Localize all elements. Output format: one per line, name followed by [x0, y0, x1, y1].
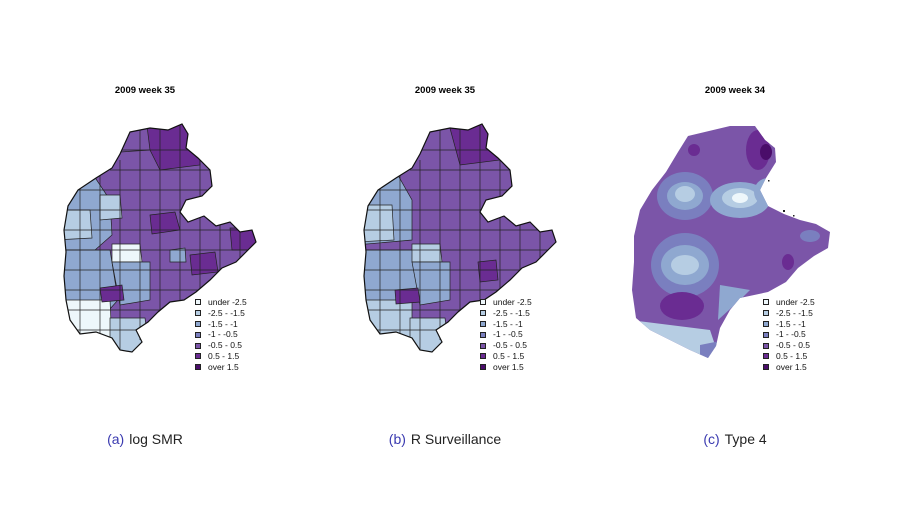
- legend-item: under -2.5: [480, 297, 532, 308]
- legend-item: -0.5 - 0.5: [480, 340, 532, 351]
- panel-title: 2009 week 35: [414, 85, 476, 96]
- legend-item: -2.5 - -1.5: [763, 308, 815, 319]
- legend-swatch: [195, 353, 201, 360]
- caption: (b) R Surveillance: [300, 431, 590, 447]
- legend-item: -1 - -0.5: [763, 329, 815, 340]
- legend-swatch: [763, 310, 769, 317]
- legend-swatch: [480, 299, 486, 306]
- legend-swatch: [480, 331, 486, 338]
- legend-item: under -2.5: [195, 297, 247, 308]
- legend-swatch: [480, 310, 486, 317]
- legend-swatch: [763, 320, 769, 327]
- caption-tag: (a): [107, 431, 125, 447]
- caption-text: R Surveillance: [410, 431, 502, 447]
- legend: under -2.5 -2.5 - -1.5 -1.5 - -1 -1 - -0…: [480, 297, 532, 373]
- caption: (a) log SMR: [0, 431, 290, 447]
- panel-r-surveillance: 2009 week 35 under -2.5 -2.5 - -1.5 -1.5…: [300, 0, 590, 507]
- legend-item: -2.5 - -1.5: [195, 308, 247, 319]
- legend-item: -0.5 - 0.5: [763, 340, 815, 351]
- panel-title: 2009 week 35: [114, 85, 176, 96]
- legend-swatch: [195, 364, 201, 371]
- legend-swatch: [763, 331, 769, 338]
- legend-item: over 1.5: [480, 362, 532, 373]
- legend-item: 0.5 - 1.5: [763, 351, 815, 362]
- legend-swatch: [763, 299, 769, 306]
- legend: under -2.5 -2.5 - -1.5 -1.5 - -1 -1 - -0…: [763, 297, 815, 373]
- caption-text: log SMR: [129, 431, 183, 447]
- legend-swatch: [763, 353, 769, 360]
- legend-swatch: [195, 320, 201, 327]
- legend-item: -0.5 - 0.5: [195, 340, 247, 351]
- legend-swatch: [480, 342, 486, 349]
- legend-item: under -2.5: [763, 297, 815, 308]
- caption-tag: (c): [703, 431, 720, 447]
- legend-swatch: [195, 342, 201, 349]
- legend-swatch: [195, 310, 201, 317]
- panel-title: 2009 week 34: [704, 85, 766, 96]
- legend-item: over 1.5: [763, 362, 815, 373]
- caption: (c) Type 4: [590, 431, 880, 447]
- legend: under -2.5 -2.5 - -1.5 -1.5 - -1 -1 - -0…: [195, 297, 247, 373]
- legend-item: -2.5 - -1.5: [480, 308, 532, 319]
- panel-log-smr: 2009 week 35 under -2.5 -: [0, 0, 290, 507]
- choropleth-map: [63, 123, 257, 353]
- legend-item: -1.5 - -1: [763, 319, 815, 330]
- panel-type-4: 2009 week 34: [590, 0, 880, 507]
- legend-item: -1 - -0.5: [480, 329, 532, 340]
- legend-item: -1.5 - -1: [195, 319, 247, 330]
- legend-swatch: [480, 320, 486, 327]
- legend-item: -1.5 - -1: [480, 319, 532, 330]
- legend-swatch: [195, 299, 201, 306]
- legend-item: -1 - -0.5: [195, 329, 247, 340]
- choropleth-map: [363, 123, 557, 353]
- legend-swatch: [763, 364, 769, 371]
- caption-text: Type 4: [724, 431, 767, 447]
- legend-item: 0.5 - 1.5: [480, 351, 532, 362]
- legend-swatch: [480, 353, 486, 360]
- legend-swatch: [480, 364, 486, 371]
- caption-tag: (b): [388, 431, 406, 447]
- legend-swatch: [195, 331, 201, 338]
- legend-swatch: [763, 342, 769, 349]
- legend-item: 0.5 - 1.5: [195, 351, 247, 362]
- smoothed-surface-map: [632, 126, 830, 358]
- legend-item: over 1.5: [195, 362, 247, 373]
